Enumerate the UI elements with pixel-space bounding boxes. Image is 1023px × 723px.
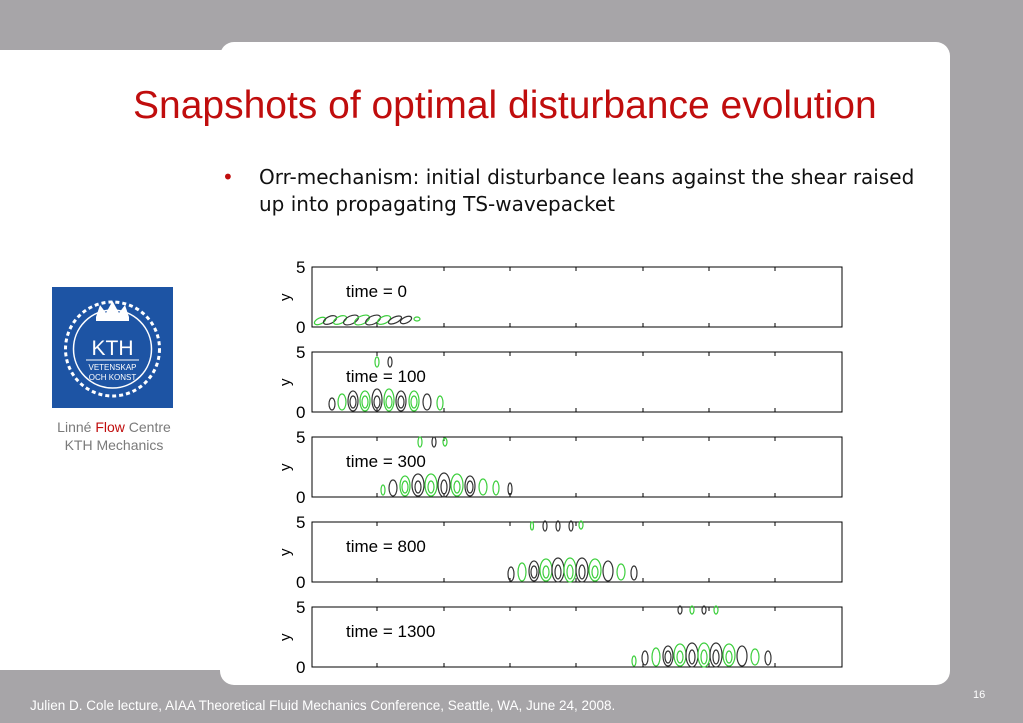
- kth-crown-seal-icon: KTH VETENSKAP OCH KONST: [64, 300, 161, 398]
- panel-2-ybottom: 0: [296, 488, 305, 507]
- panel-4-label: time = 1300: [346, 622, 435, 641]
- panel-time-300: 5 0 y time = 300: [277, 428, 843, 507]
- panel-3-ylabel: y: [277, 548, 294, 556]
- panel-2-label: time = 300: [346, 452, 426, 471]
- panel-2-ylabel: y: [277, 463, 294, 471]
- slide-title: Snapshots of optimal disturbance evoluti…: [133, 84, 877, 127]
- panel-3-ybottom: 0: [296, 573, 305, 592]
- panel-3-ytop: 5: [296, 513, 305, 532]
- contour-plots-figure: 5 0 y time = 0 5 0 y time = 100: [277, 258, 843, 675]
- panel-time-800: 5 0 y time = 800: [277, 513, 843, 592]
- bullet-marker: •: [222, 165, 234, 189]
- panel-4-ytop: 5: [296, 598, 305, 617]
- caption-centre: Centre: [128, 419, 171, 435]
- logo-caption: Linné Flow Centre KTH Mechanics: [36, 418, 192, 454]
- caption-kth-mechanics: KTH Mechanics: [64, 437, 164, 453]
- panel-0-label: time = 0: [346, 282, 407, 301]
- footer-citation: Julien D. Cole lecture, AIAA Theoretical…: [30, 698, 616, 713]
- panel-1-ylabel: y: [277, 378, 294, 386]
- caption-linne: Linné: [57, 419, 92, 435]
- panel-0-ybottom: 0: [296, 318, 305, 337]
- panel-time-1300: 5 0 y time = 1300: [277, 598, 843, 675]
- panel-time-0: 5 0 y time = 0: [277, 258, 843, 337]
- panel-4-ylabel: y: [277, 633, 294, 641]
- panel-0-ytop: 5: [296, 258, 305, 277]
- page-number: 16: [973, 689, 986, 701]
- panel-2-contours: [380, 436, 513, 498]
- panel-4-contours: [631, 605, 772, 668]
- logo-main-text: KTH: [92, 337, 134, 360]
- panel-3-contours: [507, 520, 638, 583]
- panel-2-ytop: 5: [296, 428, 305, 447]
- caption-flow: Flow: [95, 419, 125, 435]
- logo-line2-text: OCH KONST: [89, 373, 137, 382]
- panel-0-contours: [313, 314, 421, 326]
- panel-1-ytop: 5: [296, 343, 305, 362]
- kth-logo: KTH VETENSKAP OCH KONST: [52, 287, 173, 408]
- panel-3-label: time = 800: [346, 537, 426, 556]
- panel-4-ybottom: 0: [296, 658, 305, 675]
- panel-1-ybottom: 0: [296, 403, 305, 422]
- panel-1-label: time = 100: [346, 367, 426, 386]
- panel-0-ylabel: y: [277, 293, 294, 301]
- bullet-text: Orr-mechanism: initial disturbance leans…: [259, 165, 915, 216]
- logo-line1-text: VETENSKAP: [88, 363, 136, 372]
- panel-time-100: 5 0 y time = 100: [277, 343, 843, 422]
- panel-1-contours: [328, 356, 444, 412]
